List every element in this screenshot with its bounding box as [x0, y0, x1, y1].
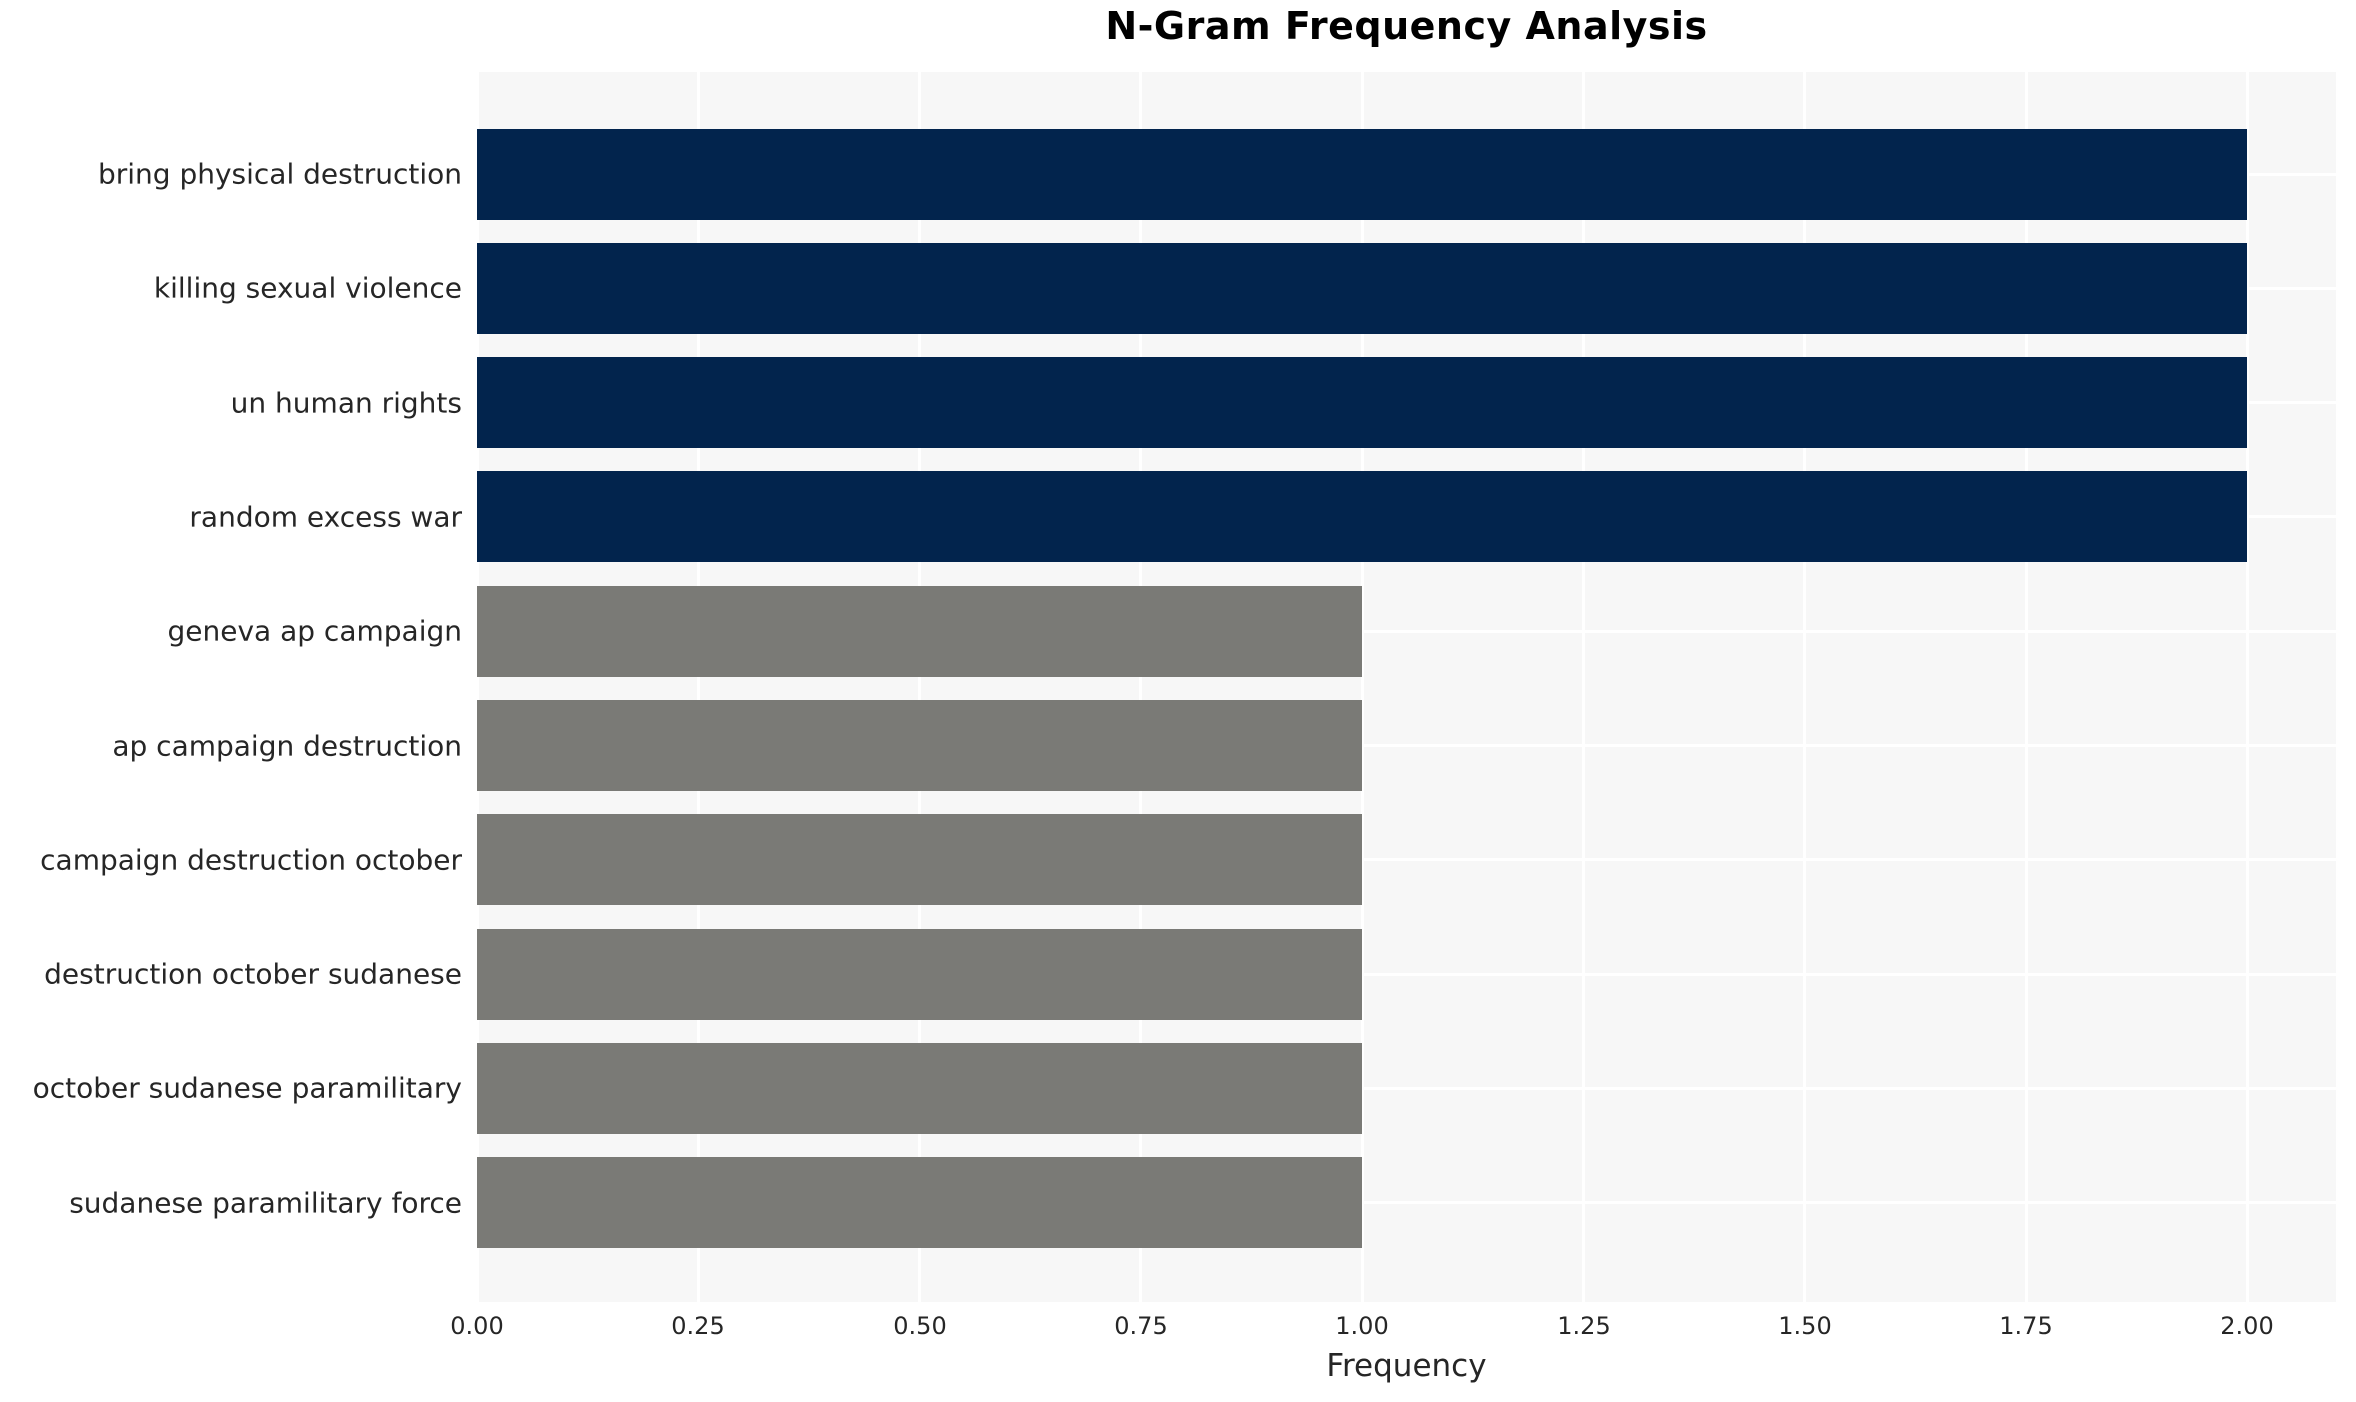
- y-axis-label: campaign destruction october: [40, 843, 462, 877]
- x-axis-tick-label: 2.00: [2220, 1312, 2274, 1340]
- bar: [477, 243, 2247, 334]
- x-axis-tick-label: 0.75: [1114, 1312, 1168, 1340]
- gridline-vertical: [2025, 72, 2028, 1302]
- x-axis-tick-label: 1.75: [1999, 1312, 2053, 1340]
- gridline-vertical: [918, 72, 921, 1302]
- x-axis-tick-label: 0.50: [893, 1312, 947, 1340]
- gridline-horizontal: [477, 1201, 2336, 1204]
- gridline-horizontal: [477, 744, 2336, 747]
- gridline-vertical: [1803, 72, 1806, 1302]
- gridline-vertical: [697, 72, 700, 1302]
- chart-title: N-Gram Frequency Analysis: [1105, 4, 1708, 48]
- x-axis-tick-label: 0.00: [450, 1312, 504, 1340]
- gridline-vertical: [1361, 72, 1364, 1302]
- bar: [477, 929, 1362, 1020]
- bar: [477, 357, 2247, 448]
- y-axis-label: sudanese paramilitary force: [69, 1186, 462, 1220]
- bar: [477, 700, 1362, 791]
- bar: [477, 814, 1362, 905]
- gridline-horizontal: [477, 1087, 2336, 1090]
- y-axis-label: killing sexual violence: [153, 271, 462, 305]
- y-axis-label: october sudanese paramilitary: [32, 1071, 462, 1105]
- x-axis-tick-label: 1.00: [1335, 1312, 1389, 1340]
- x-axis-tick-label: 0.25: [671, 1312, 725, 1340]
- gridline-vertical: [476, 72, 479, 1302]
- gridline-horizontal: [477, 973, 2336, 976]
- x-axis-title: Frequency: [1326, 1348, 1487, 1384]
- bar: [477, 129, 2247, 220]
- bar: [477, 586, 1362, 677]
- y-axis-label: random excess war: [189, 500, 462, 534]
- gridline-vertical: [2246, 72, 2249, 1302]
- y-axis-label: destruction october sudanese: [44, 957, 462, 991]
- bar: [477, 1043, 1362, 1134]
- x-axis-tick-label: 1.50: [1778, 1312, 1832, 1340]
- bar: [477, 1157, 1362, 1248]
- y-axis-label: geneva ap campaign: [167, 614, 463, 648]
- y-axis-label: bring physical destruction: [97, 157, 462, 191]
- x-axis-tick-label: 1.25: [1557, 1312, 1611, 1340]
- gridline-horizontal: [477, 630, 2336, 633]
- gridline-horizontal: [477, 858, 2336, 861]
- plot-area: [476, 72, 2336, 1302]
- gridline-vertical: [1139, 72, 1142, 1302]
- y-axis-label: ap campaign destruction: [112, 729, 462, 763]
- y-axis-label: un human rights: [230, 386, 462, 420]
- gridline-vertical: [1582, 72, 1585, 1302]
- bar: [477, 471, 2247, 562]
